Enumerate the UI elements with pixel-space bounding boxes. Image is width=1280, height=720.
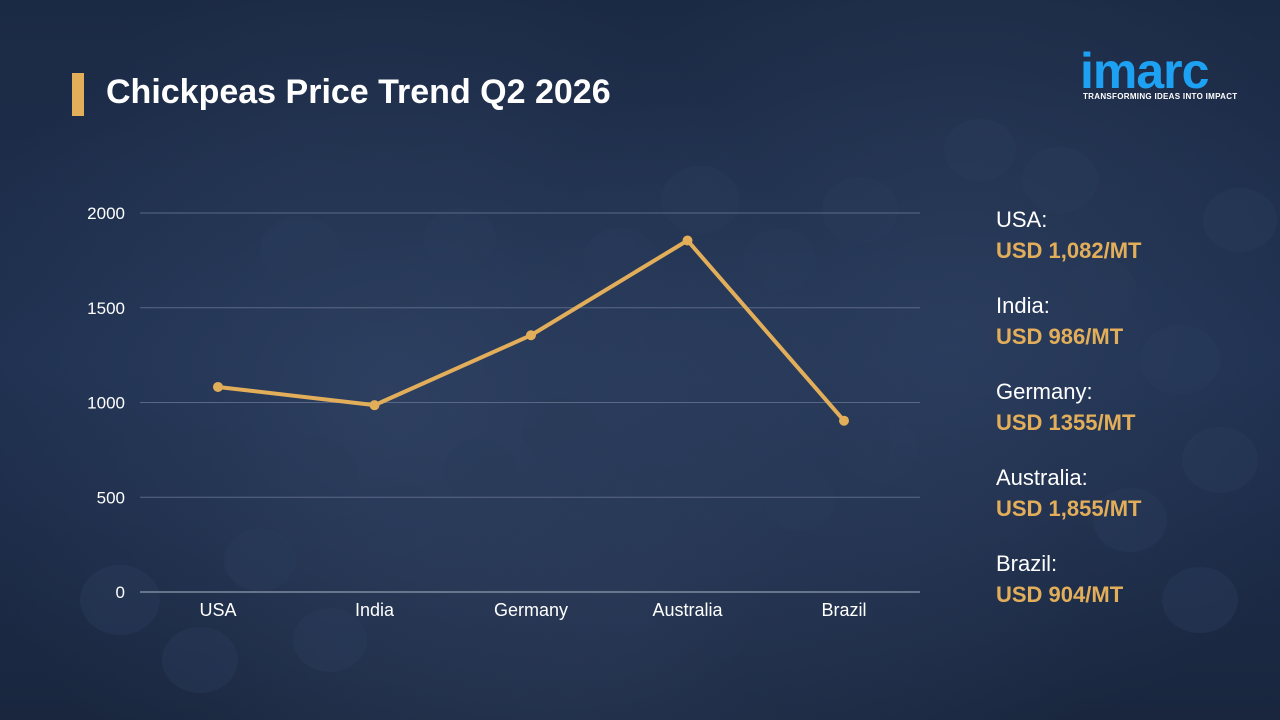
imarc-logo: imarc TRANSFORMING IDEAS INTO IMPACT xyxy=(1078,32,1250,104)
legend-value: USD 1,082/MT xyxy=(996,238,1142,263)
y-tick-label: 2000 xyxy=(87,204,125,223)
legend-country: Brazil: xyxy=(996,551,1058,576)
data-point xyxy=(839,415,849,426)
data-point xyxy=(369,400,380,411)
y-tick-label: 0 xyxy=(116,583,125,602)
legend-value: USD 986/MT xyxy=(996,324,1124,349)
legend-value: USD 904/MT xyxy=(996,582,1124,607)
legend-value: USD 1355/MT xyxy=(996,410,1136,435)
y-tick-label: 1000 xyxy=(87,394,125,413)
legend-country: USA: xyxy=(996,207,1048,232)
logo-tagline: TRANSFORMING IDEAS INTO IMPACT xyxy=(1083,92,1238,101)
price-legend: USA: USD 1,082/MT India: USD 986/MT Germ… xyxy=(996,206,1266,636)
legend-item-germany: Germany: USD 1355/MT xyxy=(996,378,1266,464)
legend-item-usa: USA: USD 1,082/MT xyxy=(996,206,1266,292)
data-point xyxy=(213,381,223,392)
x-tick-label: USA xyxy=(199,600,236,620)
legend-item-india: India: USD 986/MT xyxy=(996,292,1266,378)
x-axis-category-labels: USA India Germany Australia Brazil xyxy=(199,600,866,620)
data-point xyxy=(682,235,693,246)
y-tick-label: 500 xyxy=(97,488,125,507)
y-tick-label: 1500 xyxy=(87,299,125,318)
logo-wordmark: imarc xyxy=(1080,43,1209,99)
legend-country: Germany: xyxy=(996,379,1093,404)
data-point xyxy=(526,330,536,341)
line-chart: 0 500 1000 1500 2000 USA India Germany Australi… xyxy=(87,204,920,620)
legend-country: Australia: xyxy=(996,465,1088,490)
legend-item-australia: Australia: USD 1,855/MT xyxy=(996,464,1266,550)
legend-item-brazil: Brazil: USD 904/MT xyxy=(996,550,1266,636)
legend-country: India: xyxy=(996,293,1050,318)
page-title: Chickpeas Price Trend Q2 2026 xyxy=(106,73,611,111)
y-axis-tick-labels: 0 500 1000 1500 2000 xyxy=(87,204,125,602)
x-tick-label: India xyxy=(355,600,395,620)
price-series xyxy=(213,235,849,426)
chart-gridlines xyxy=(140,212,920,593)
x-tick-label: Australia xyxy=(652,600,723,620)
x-tick-label: Brazil xyxy=(821,600,866,620)
title-accent-bar xyxy=(72,73,84,116)
x-tick-label: Germany xyxy=(494,600,568,620)
legend-value: USD 1,855/MT xyxy=(996,496,1142,521)
